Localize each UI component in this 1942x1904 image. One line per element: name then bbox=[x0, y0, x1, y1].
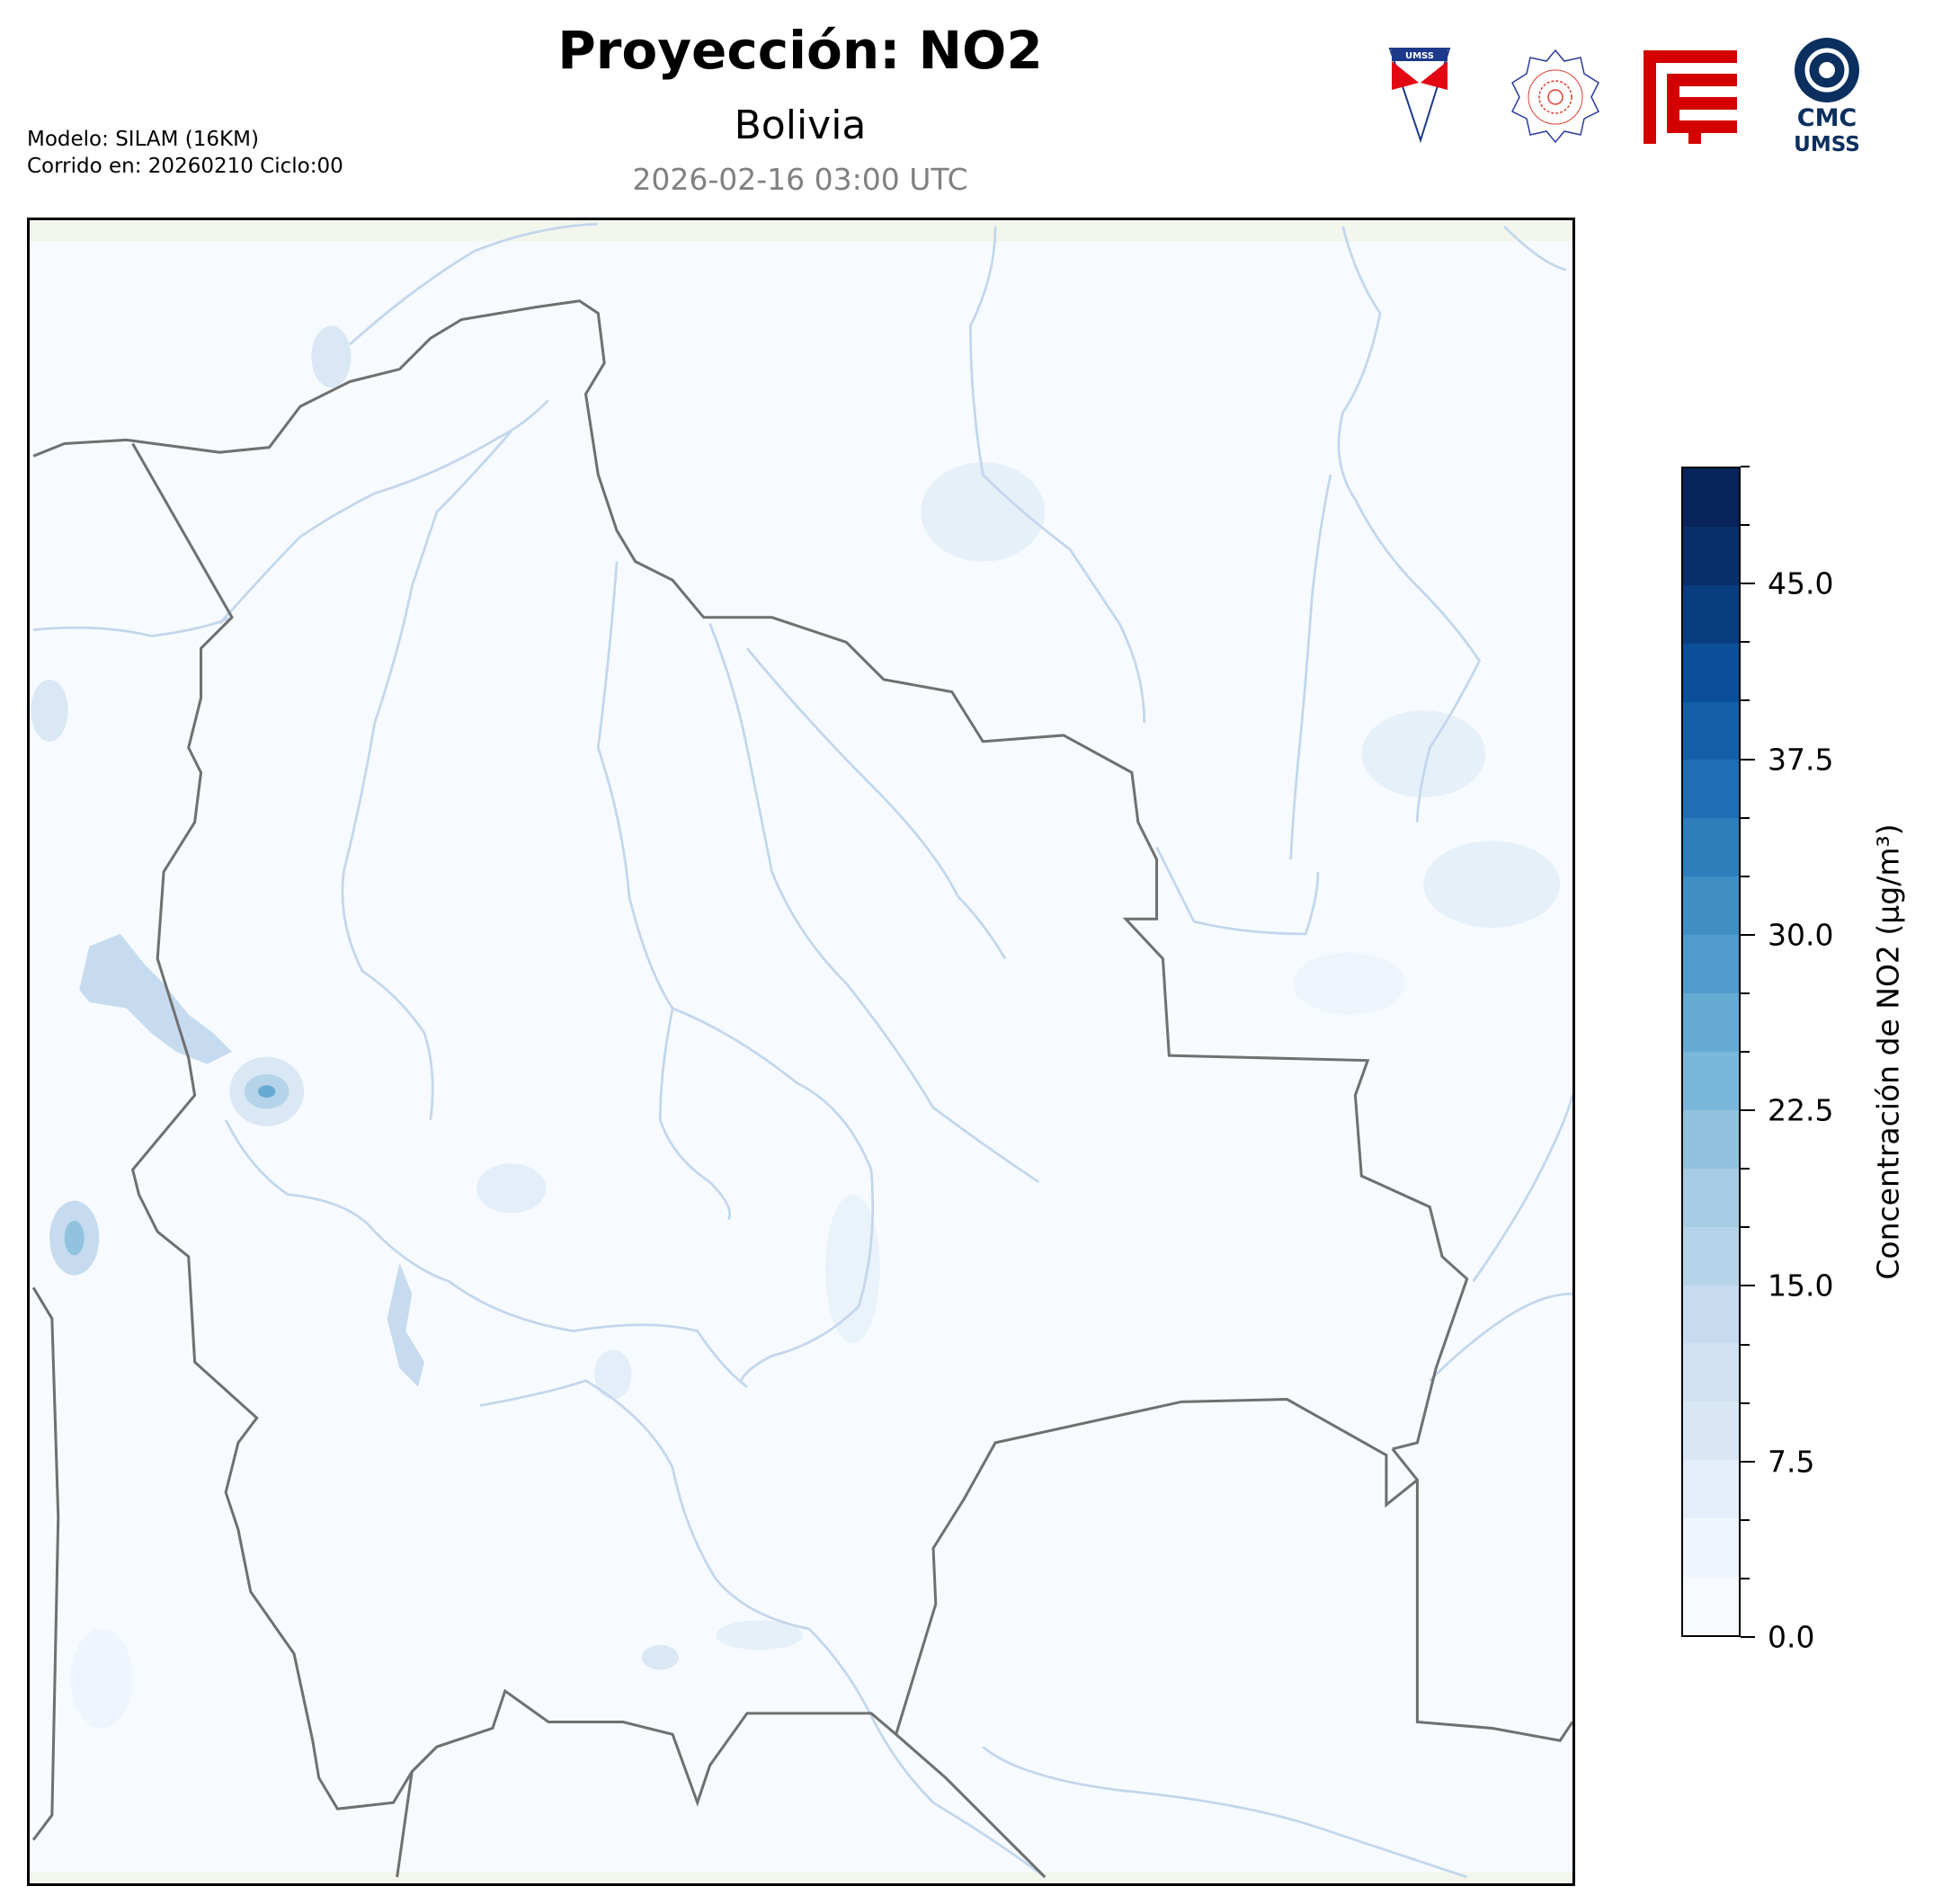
paraguay-argentina-border bbox=[895, 1733, 1047, 1879]
colorbar-tick bbox=[1741, 1518, 1750, 1521]
colorbar-level bbox=[1683, 467, 1739, 527]
colorbar bbox=[1681, 467, 1741, 1637]
colorbar-tick bbox=[1741, 992, 1750, 994]
colorbar-level bbox=[1683, 1518, 1739, 1578]
colorbar-level bbox=[1683, 643, 1739, 702]
brazil-paraguay-border bbox=[1391, 1447, 1572, 1742]
rivers bbox=[33, 222, 1572, 1879]
colorbar-tick-label: 30.0 bbox=[1768, 917, 1834, 953]
country-borders bbox=[31, 299, 1572, 1879]
colorbar-tick bbox=[1741, 933, 1755, 936]
cmc-umss-logo: CMC UMSS bbox=[1794, 38, 1860, 156]
colorbar-tick bbox=[1741, 875, 1750, 877]
colorbar-level bbox=[1683, 1109, 1739, 1169]
colorbar-level bbox=[1683, 1285, 1739, 1344]
colorbar-tick bbox=[1741, 1343, 1750, 1346]
argentina-chile-border bbox=[396, 1771, 414, 1878]
colorbar-tick-label: 45.0 bbox=[1768, 565, 1834, 601]
colorbar-label: Concentración de NO2 (µg/m³) bbox=[1870, 823, 1906, 1280]
colorbar-tick bbox=[1741, 466, 1750, 467]
umss-logo-text: UMSS bbox=[1405, 51, 1434, 61]
colorbar-level bbox=[1683, 993, 1739, 1052]
colorbar-tick bbox=[1741, 1577, 1750, 1579]
colorbar-level bbox=[1683, 1226, 1739, 1286]
colorbar-level bbox=[1683, 876, 1739, 936]
colorbar-tick bbox=[1741, 758, 1755, 761]
colorbar-level bbox=[1683, 526, 1739, 585]
colorbar-level bbox=[1683, 1401, 1739, 1461]
colorbar-tick bbox=[1741, 1460, 1755, 1463]
run-info: Corrido en: 20260210 Ciclo:00 bbox=[27, 155, 343, 178]
region-subtitle: Bolivia bbox=[734, 102, 867, 148]
colorbar-level bbox=[1683, 584, 1739, 644]
colorbar-tick bbox=[1741, 1636, 1755, 1638]
colorbar-tick-label: 15.0 bbox=[1768, 1268, 1834, 1303]
concentration-contours bbox=[31, 325, 1561, 1729]
colorbar-tick bbox=[1741, 1401, 1750, 1404]
umss-shield-logo: UMSS bbox=[1388, 48, 1451, 144]
forecast-datetime: 2026-02-16 03:00 UTC bbox=[632, 162, 968, 197]
colorbar-level bbox=[1683, 935, 1739, 994]
colorbar-tick bbox=[1741, 1285, 1755, 1287]
land-edge bbox=[30, 1872, 1572, 1883]
bolivia-southwest-border bbox=[130, 442, 1419, 1811]
colorbar-level bbox=[1683, 1168, 1739, 1227]
departamento-fisica-seal-logo bbox=[1510, 49, 1600, 144]
model-info: Modelo: SILAM (16KM) bbox=[27, 128, 259, 151]
fcyt-logo bbox=[1644, 50, 1737, 144]
chile-coast-border bbox=[31, 1286, 60, 1841]
land-edge bbox=[30, 220, 1572, 242]
colorbar-level bbox=[1683, 1577, 1739, 1635]
no2-concentration-map[interactable] bbox=[27, 218, 1575, 1886]
colorbar-tick-label: 22.5 bbox=[1768, 1092, 1834, 1128]
colorbar-level bbox=[1683, 818, 1739, 877]
cmc-logo-text: CMC bbox=[1797, 104, 1857, 132]
colorbar-level bbox=[1683, 1460, 1739, 1519]
colorbar-tick bbox=[1741, 524, 1750, 527]
colorbar-level bbox=[1683, 760, 1739, 819]
umss-logo-text: UMSS bbox=[1794, 133, 1860, 156]
bolivia-brazil-border bbox=[32, 299, 1469, 1451]
colorbar-tick-label: 7.5 bbox=[1768, 1444, 1815, 1480]
colorbar-tick bbox=[1741, 1051, 1750, 1053]
colorbar-tick-label: 37.5 bbox=[1768, 742, 1834, 777]
colorbar-tick bbox=[1741, 816, 1750, 819]
colorbar-tick bbox=[1741, 1109, 1755, 1112]
page-title: Proyección: NO2 bbox=[557, 20, 1043, 81]
colorbar-level bbox=[1683, 1343, 1739, 1402]
colorbar-tick bbox=[1741, 1226, 1750, 1229]
colorbar-level bbox=[1683, 1051, 1739, 1110]
colorbar-tick bbox=[1741, 1168, 1750, 1170]
colorbar-tick bbox=[1741, 699, 1750, 702]
colorbar-tick bbox=[1741, 641, 1750, 644]
colorbar-tick bbox=[1741, 583, 1755, 585]
colorbar-tick-label: 0.0 bbox=[1768, 1619, 1815, 1655]
colorbar-level bbox=[1683, 701, 1739, 761]
